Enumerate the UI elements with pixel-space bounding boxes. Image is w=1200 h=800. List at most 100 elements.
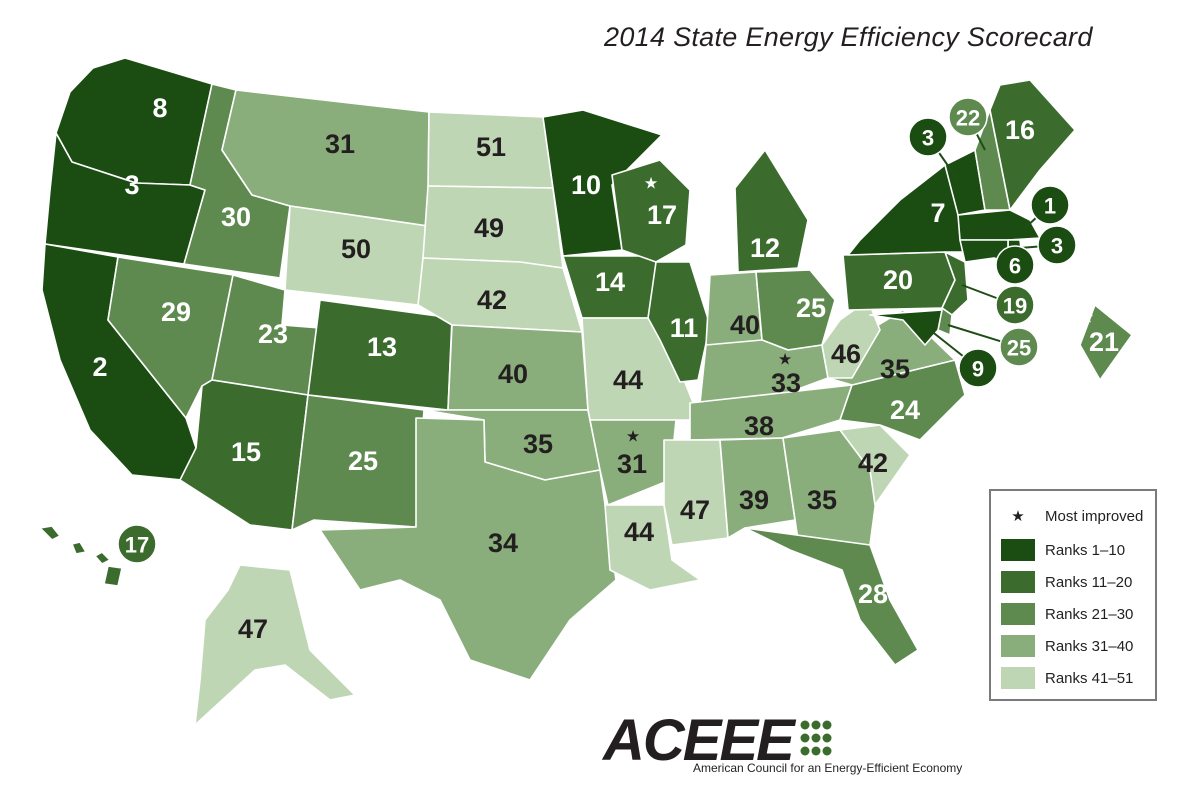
state-rank-al: 39 — [739, 485, 769, 515]
state-rank-ca: 2 — [92, 352, 107, 382]
state-rank-oh: 25 — [796, 293, 826, 323]
state-rank-in: 40 — [730, 310, 760, 340]
legend-item: Ranks 21–30 — [1001, 603, 1133, 625]
state-rank-nd: 51 — [476, 132, 506, 162]
legend-swatch — [1001, 571, 1035, 593]
aceee-logo: ACEEE American Council for an Energy-Eff… — [603, 708, 962, 776]
state-rank-mn: 10 — [571, 170, 601, 200]
most-improved-star-icon: ★ — [778, 352, 792, 369]
state-rank-de: 25 — [1007, 336, 1031, 361]
state-rank-wy: 50 — [341, 234, 371, 264]
state-mi — [734, 149, 809, 273]
state-rank-mo: 44 — [613, 365, 643, 395]
state-fl — [744, 527, 919, 666]
state-hi — [39, 525, 123, 587]
logo-wordmark: ACEEE — [603, 708, 795, 773]
legend-item: Ranks 31–40 — [1001, 635, 1133, 657]
legend-item-label: Ranks 31–40 — [1045, 637, 1134, 655]
state-rank-vt: 3 — [922, 126, 934, 151]
legend-swatch — [1001, 539, 1035, 561]
state-rank-ar: 31 — [617, 449, 647, 479]
legend-item: Ranks 1–10 — [1001, 539, 1125, 561]
state-rank-nj: 19 — [1003, 294, 1027, 319]
state-rank-ne: 42 — [477, 285, 507, 315]
state-rank-va: 35 — [880, 354, 910, 384]
legend-swatch — [1001, 667, 1035, 689]
most-improved-star-icon: ★ — [644, 176, 658, 193]
legend-item: Ranks 11–20 — [1001, 571, 1132, 593]
state-rank-nv: 29 — [161, 297, 191, 327]
state-rank-ri: 3 — [1051, 234, 1063, 259]
legend-item-label: Ranks 11–20 — [1045, 573, 1133, 591]
callout-bubble-hi — [117, 524, 157, 564]
state-rank-mt: 31 — [325, 129, 355, 159]
callout-bubble-nj — [995, 285, 1035, 325]
state-rank-wi: 17 — [647, 200, 677, 230]
state-dc — [1079, 304, 1133, 381]
state-rank-wa: 8 — [152, 93, 167, 123]
state-rank-tx: 34 — [488, 528, 518, 558]
state-rank-az: 15 — [231, 437, 261, 467]
state-ms — [663, 439, 729, 546]
legend-most-improved: ★ Most improved — [1001, 505, 1143, 527]
state-rank-dc: 21 — [1089, 327, 1119, 357]
state-rank-ks: 40 — [498, 359, 528, 389]
state-rank-ga: 35 — [807, 485, 837, 515]
state-rank-fl: 28 — [858, 579, 888, 609]
state-rank-ny: 7 — [930, 198, 945, 228]
state-rank-ia: 14 — [595, 267, 625, 297]
state-rank-pa: 20 — [883, 265, 913, 295]
callout-bubble-ma — [1030, 185, 1070, 225]
state-rank-ky: 33 — [771, 368, 801, 398]
state-wi — [611, 159, 691, 263]
state-nm — [291, 394, 425, 531]
legend-item-label: Ranks 1–10 — [1045, 541, 1126, 559]
state-tx — [319, 417, 617, 681]
state-al — [719, 437, 796, 539]
state-rank-ms: 47 — [680, 495, 710, 525]
state-rank-or: 3 — [124, 170, 139, 200]
state-rank-nm: 25 — [348, 446, 378, 476]
callout-bubble-de — [999, 327, 1039, 367]
legend-most-improved-label: Most improved — [1045, 507, 1144, 525]
callout-bubble-md — [958, 348, 998, 388]
state-ak — [194, 564, 356, 726]
state-rank-id: 30 — [221, 202, 251, 232]
state-ar — [589, 419, 677, 506]
state-rank-ut: 23 — [258, 319, 288, 349]
most-improved-star-icon: ★ — [1080, 310, 1094, 327]
legend-swatch — [1001, 603, 1035, 625]
callout-bubble-nh — [948, 97, 988, 137]
state-il — [647, 261, 711, 383]
state-rank-tn: 38 — [744, 411, 774, 441]
state-rank-ok: 35 — [523, 429, 553, 459]
callout-bubble-vt — [908, 117, 948, 157]
state-sc — [839, 424, 911, 506]
state-rank-sc: 42 — [858, 448, 888, 478]
logo-tagline: American Council for an Energy-Efficient… — [693, 761, 963, 775]
state-rank-co: 13 — [367, 332, 397, 362]
state-rank-la: 44 — [624, 517, 654, 547]
legend-swatch — [1001, 635, 1035, 657]
legend-item-label: Ranks 41–51 — [1045, 669, 1134, 687]
callout-bubble-ri — [1037, 225, 1077, 265]
map-title: 2014 State Energy Efficiency Scorecard — [604, 22, 1093, 52]
state-ga — [782, 429, 881, 546]
star-icon: ★ — [1011, 508, 1025, 525]
state-wv — [821, 299, 881, 379]
state-rank-il: 11 — [670, 313, 699, 343]
state-rank-mi: 12 — [750, 233, 780, 263]
legend: ★ Most improved Ranks 1–10 Ranks 11–20 R… — [989, 489, 1157, 701]
callout-bubble-ct — [995, 245, 1035, 285]
legend-item: Ranks 41–51 — [1001, 667, 1133, 689]
state-rank-ma: 1 — [1044, 194, 1056, 219]
state-rank-sd: 49 — [474, 213, 504, 243]
state-rank-ak: 47 — [238, 614, 268, 644]
most-improved-star-icon: ★ — [626, 429, 640, 446]
state-rank-me: 16 — [1005, 115, 1035, 145]
state-md — [869, 309, 943, 346]
state-rank-nc: 24 — [890, 395, 920, 425]
legend-item-label: Ranks 21–30 — [1045, 605, 1134, 623]
logo-dots-icon — [800, 720, 832, 756]
